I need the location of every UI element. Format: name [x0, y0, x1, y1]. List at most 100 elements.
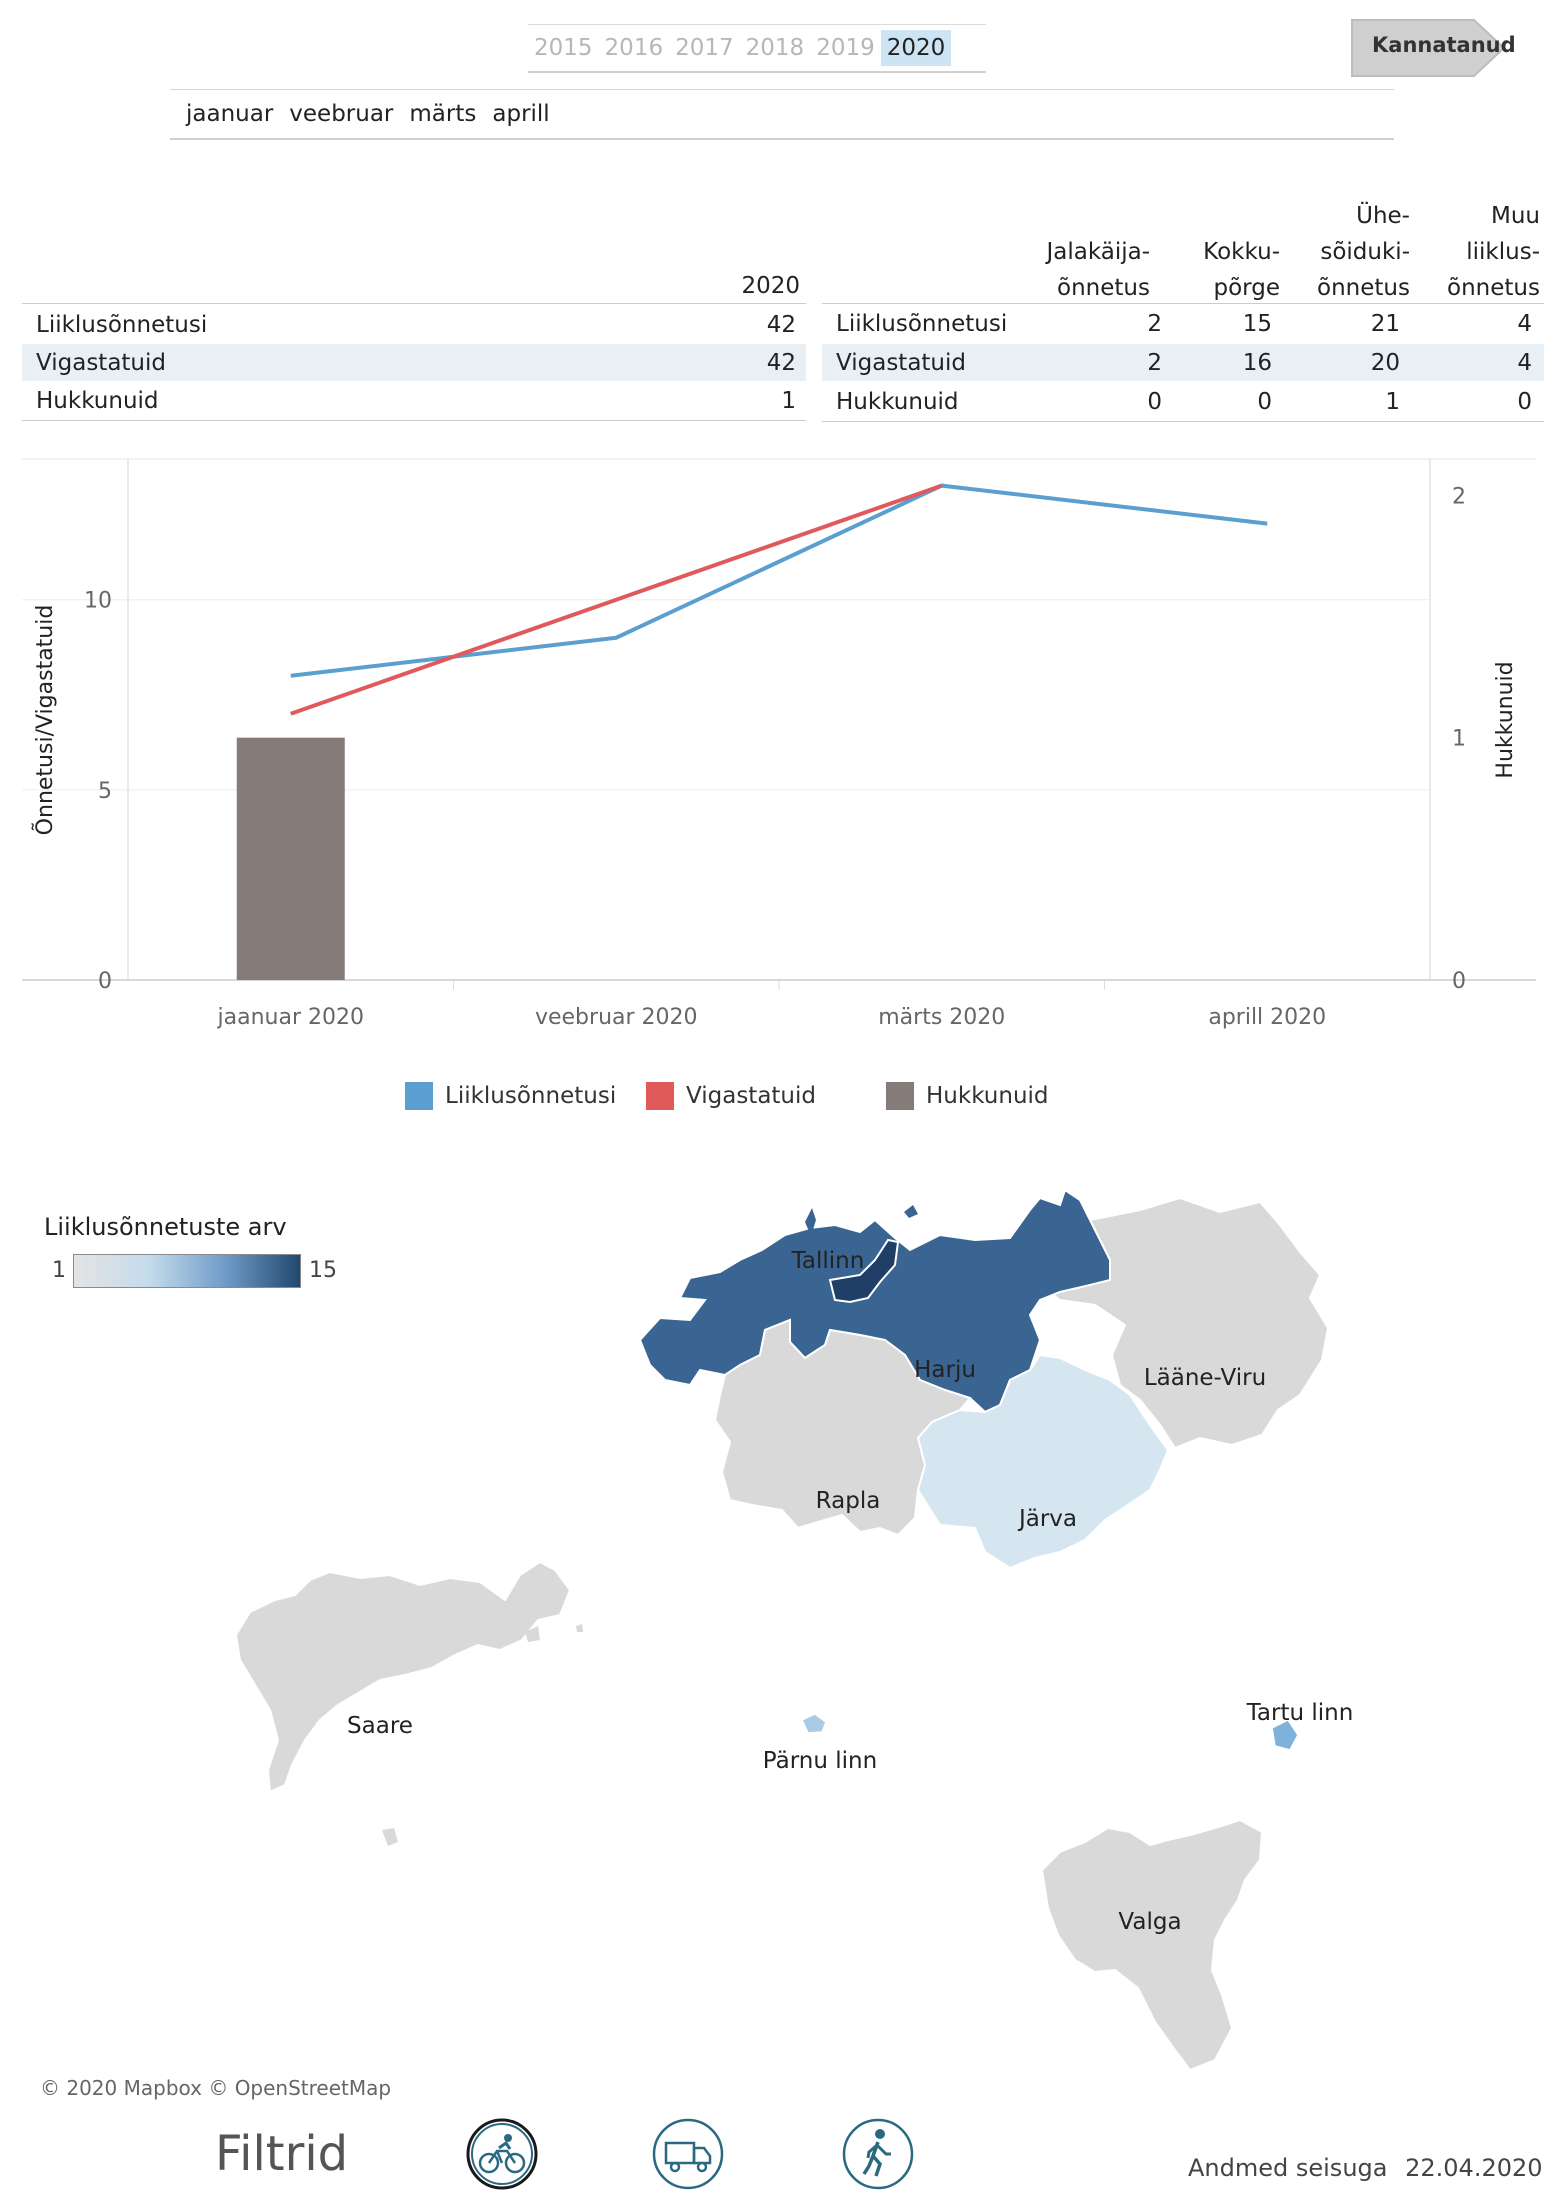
data-date-label: Andmed seisuga — [1188, 2154, 1388, 2182]
cell: 15 — [1242, 311, 1272, 337]
y-axis-left-ticks: 0 5 10 — [84, 589, 112, 994]
y-tick-right: 0 — [1452, 969, 1466, 994]
data-date: Andmed seisuga 22.04.2020 — [1188, 2154, 1543, 2182]
estonia-map: Tallinn Harju Lääne-Viru Rapla Järva Saa… — [234, 1188, 1354, 2072]
map-label-parnu-linn: Pärnu linn — [763, 1748, 877, 1774]
table-row: Liiklusõnnetusi 42 — [22, 306, 806, 343]
row-value: 42 — [766, 312, 796, 338]
map-region-laane-viru[interactable] — [1037, 1196, 1330, 1450]
x-tick: jaanuar 2020 — [217, 1005, 364, 1030]
map-label-laane-viru: Lääne-Viru — [1144, 1365, 1266, 1391]
legend-swatch — [405, 1082, 433, 1110]
header-line: liiklus- — [1466, 239, 1540, 265]
year-2017[interactable]: 2017 — [675, 35, 734, 61]
line-vigastatuid — [290, 483, 943, 716]
gridlines — [22, 599, 1430, 990]
bicycle-icon — [466, 2118, 538, 2190]
legend-item: Liiklusõnnetusi — [405, 1082, 616, 1110]
header-line: Jalakäija- — [1046, 239, 1150, 265]
col-header-muu: Muu liiklus- õnnetus — [1420, 198, 1540, 306]
cell: 0 — [1517, 389, 1532, 415]
pedestrian-filter-button[interactable] — [842, 2118, 914, 2190]
lines-layer — [290, 483, 1268, 716]
row-label: Vigastatuid — [36, 350, 166, 376]
month-aprill[interactable]: aprill — [492, 101, 550, 127]
y-axis-right-ticks: 0 1 2 — [1452, 484, 1466, 994]
row-label: Liiklusõnnetusi — [36, 312, 208, 338]
map-island — [805, 1208, 816, 1236]
y-tick-left: 10 — [84, 589, 112, 614]
map-region-saare[interactable] — [234, 1560, 572, 1794]
line-liiklusõnnetusi — [290, 483, 1268, 678]
divider — [22, 420, 806, 421]
table-row: Hukkunuid 0 0 1 0 — [822, 383, 1544, 420]
year-2015[interactable]: 2015 — [534, 35, 593, 61]
map-region-parnu-linn[interactable] — [801, 1713, 827, 1734]
map-legend-min: 1 — [52, 1258, 66, 1283]
table-row: Vigastatuid 42 — [22, 344, 806, 381]
bar-hukkunuid — [236, 737, 345, 980]
map-attribution: © 2020 Mapbox © OpenStreetMap — [40, 2076, 392, 2100]
legend-label: Vigastatuid — [686, 1083, 816, 1109]
map-legend-gradient — [73, 1254, 301, 1288]
header-line: õnnetus — [1447, 275, 1540, 301]
filters-label: Filtrid — [215, 2126, 349, 2182]
cell: 0 — [1147, 389, 1162, 415]
cell: 0 — [1257, 389, 1272, 415]
x-tick: veebruar 2020 — [535, 1005, 698, 1030]
map-label-tartu-linn: Tartu linn — [1246, 1700, 1354, 1726]
row-label: Vigastatuid — [836, 350, 966, 376]
y-tick-left: 0 — [98, 969, 112, 994]
map-legend-max: 15 — [309, 1258, 337, 1283]
divider — [822, 303, 1544, 304]
year-2020[interactable]: 2020 — [880, 30, 952, 66]
year-2016[interactable]: 2016 — [604, 35, 664, 61]
row-value: 1 — [781, 388, 796, 414]
kannatanud-button[interactable]: Kannatanud — [1350, 18, 1516, 78]
month-jaanuar[interactable]: jaanuar — [186, 101, 274, 127]
table-row: Liiklusõnnetusi 2 15 21 4 — [822, 305, 1544, 342]
x-tick: märts 2020 — [878, 1005, 1005, 1030]
truck-filter-button[interactable] — [652, 2118, 724, 2190]
map-region-jarva[interactable] — [916, 1353, 1170, 1570]
header-line: õnnetus — [1317, 275, 1410, 301]
y-tick-right: 2 — [1452, 484, 1466, 509]
col-header-kokkuporge: Kokku- põrge — [1160, 234, 1280, 306]
year-filter: 2015 2016 2017 2018 2019 2020 — [528, 24, 986, 73]
y-tick-right: 1 — [1452, 727, 1466, 752]
bicycle-filter-button[interactable] — [466, 2118, 538, 2190]
map-label-saare: Saare — [347, 1713, 413, 1739]
header-line: Muu — [1491, 203, 1540, 229]
year-2018[interactable]: 2018 — [745, 35, 805, 61]
map-region-tartu-linn[interactable] — [1271, 1719, 1299, 1751]
row-label: Liiklusõnnetusi — [836, 311, 1008, 337]
legend-swatch — [646, 1082, 674, 1110]
col-header-uhesoiduki: Ühe- sõiduki- õnnetus — [1290, 198, 1410, 306]
map-label-rapla: Rapla — [816, 1488, 881, 1514]
col-header-jalakaija: Jalakäija- õnnetus — [1010, 234, 1150, 306]
legend-label: Hukkunuid — [926, 1083, 1049, 1109]
map-legend-title: Liiklusõnnetuste arv — [44, 1213, 287, 1241]
map-island — [676, 1322, 695, 1340]
year-2019[interactable]: 2019 — [816, 35, 875, 61]
truck-icon — [652, 2118, 724, 2190]
map-region-tallinn[interactable] — [828, 1238, 900, 1304]
month-marts[interactable]: märts — [409, 101, 477, 127]
y-axis-left-title: Õnnetusi/Vigastatuid — [31, 605, 58, 836]
header-line: põrge — [1213, 275, 1280, 301]
combo-chart: 0 5 10 0 1 2 jaanuar 2020 veebruar 2020 märts … — [22, 458, 1536, 1030]
map-region-valga[interactable] — [1040, 1818, 1264, 2072]
map-island — [382, 1828, 398, 1846]
row-label: Hukkunuid — [836, 389, 959, 415]
map-island — [492, 1626, 500, 1636]
legend-item: Vigastatuid — [646, 1082, 816, 1110]
month-veebruar[interactable]: veebruar — [289, 101, 394, 127]
table-row: Hukkunuid 1 — [22, 382, 806, 419]
legend-label: Liiklusõnnetusi — [445, 1083, 617, 1109]
cell: 1 — [1385, 389, 1400, 415]
map-island — [700, 1314, 714, 1328]
pedestrian-icon — [842, 2118, 914, 2190]
month-filter: jaanuar veebruar märts aprill — [170, 89, 1394, 140]
summary-col-header: 2020 — [741, 273, 800, 299]
kannatanud-label: Kannatanud — [1372, 33, 1516, 57]
